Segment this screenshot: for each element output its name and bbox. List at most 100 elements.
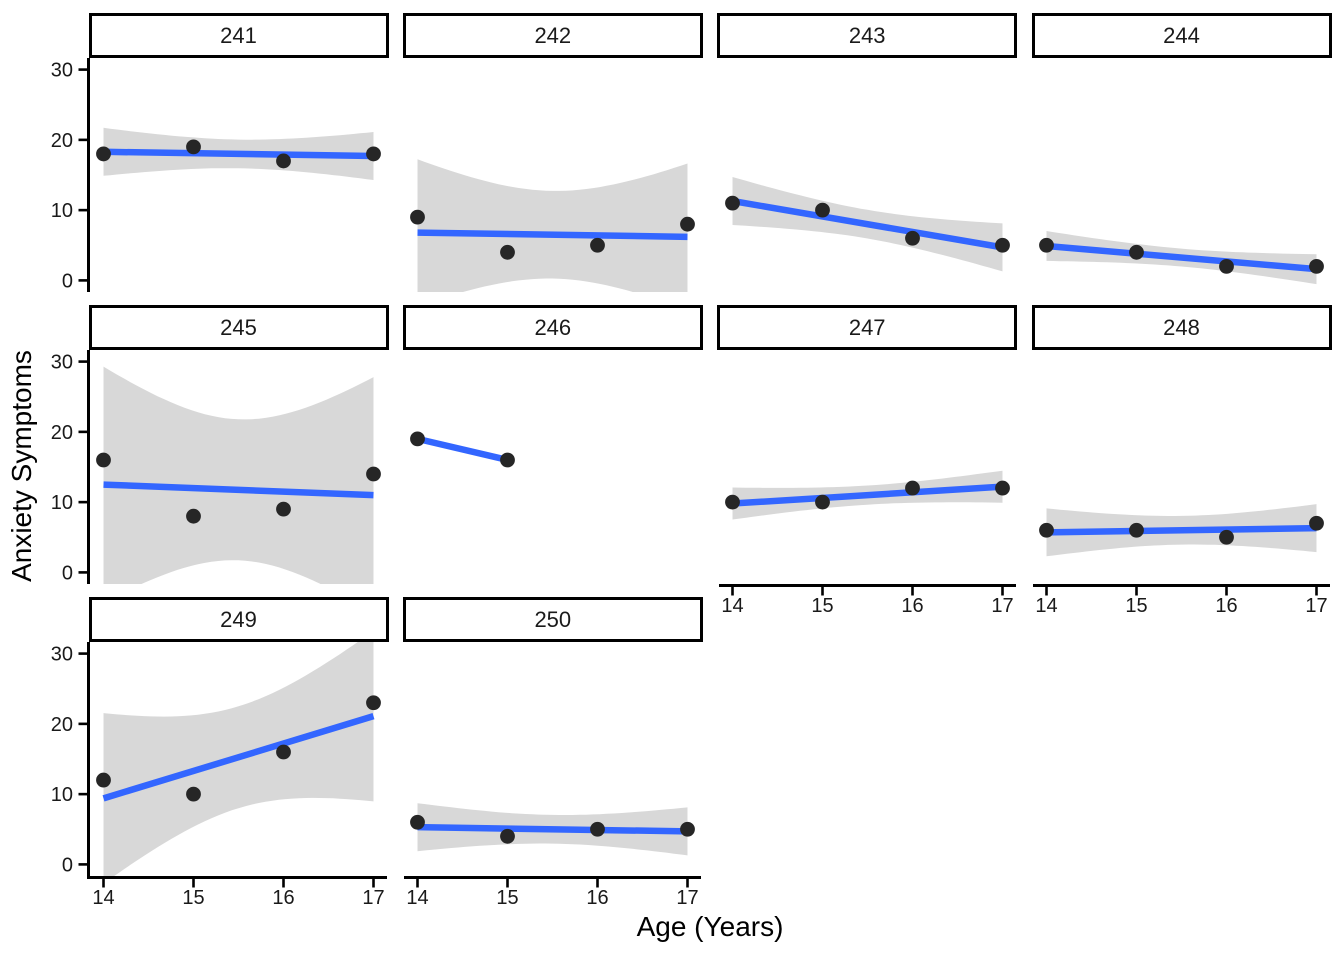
x-tick-label: 14 (1035, 595, 1057, 617)
x-tick-label: 17 (362, 887, 384, 909)
x-tick-label: 17 (677, 887, 699, 909)
data-point (814, 494, 830, 510)
confidence-ribbon (103, 366, 374, 584)
x-tick-label: 16 (901, 595, 923, 617)
facet-plot-area-247: 14 15 16 17 (718, 470, 1016, 617)
regression-line (731, 197, 1003, 251)
facet-strip-label: 250 (402, 597, 703, 642)
data-point (276, 153, 291, 169)
data-point (366, 466, 381, 482)
y-tick-label: 0 (62, 270, 73, 292)
data-point (366, 695, 381, 711)
data-point (1309, 515, 1324, 531)
y-tick-label: 20 (51, 422, 73, 444)
data-point (96, 146, 111, 162)
y-tick-label: 30 (51, 644, 73, 666)
regression-line (102, 713, 375, 802)
x-tick-label: 14 (92, 887, 114, 909)
data-point (410, 431, 426, 447)
x-tick-label: 14 (721, 595, 743, 617)
regression-line (103, 148, 374, 160)
y-tick-label: 0 (62, 854, 73, 876)
data-point (814, 202, 830, 218)
regression-line (103, 481, 374, 499)
facet-plot-area-250: 14 15 16 17 (404, 803, 702, 909)
data-point (186, 508, 201, 524)
data-point (590, 237, 606, 253)
data-point (994, 237, 1010, 253)
data-point (1129, 522, 1144, 538)
x-tick-label: 16 (587, 887, 609, 909)
regression-line (1046, 524, 1317, 536)
facet-plot-area-245: 0 10 20 30 (51, 350, 381, 584)
y-tick-label: 30 (51, 352, 73, 374)
facet-plot-area-249: 0 10 20 30 14 15 16 17 (51, 642, 387, 909)
data-point (276, 501, 291, 517)
data-point (724, 494, 740, 510)
y-tick-label: 30 (51, 60, 73, 82)
data-point (1309, 258, 1324, 274)
facet-plot-area-243 (724, 177, 1010, 272)
x-tick-label: 15 (182, 887, 204, 909)
facet-strip-label: 247 (717, 305, 1018, 350)
y-tick-label: 20 (51, 714, 73, 736)
data-point (1039, 522, 1054, 538)
data-point (500, 452, 516, 468)
facet-plot-area-248: 14 15 16 17 (1033, 504, 1330, 617)
x-tick-label: 16 (272, 887, 294, 909)
data-point (680, 216, 696, 232)
facet-plot-area-241: 0 10 20 30 (51, 58, 381, 292)
data-point (410, 209, 426, 225)
x-tick-label: 14 (407, 887, 429, 909)
y-tick-label: 0 (62, 562, 73, 584)
data-point (904, 230, 920, 246)
facet-strip-label: 249 (88, 597, 389, 642)
x-tick-label: 16 (1215, 595, 1237, 617)
y-tick-label: 10 (51, 492, 73, 514)
data-point (724, 195, 740, 211)
facet-strip-label: 246 (402, 305, 703, 350)
x-tick-label: 15 (1125, 595, 1147, 617)
regression-line (731, 483, 1003, 507)
data-point (410, 814, 426, 830)
data-point (904, 480, 920, 496)
data-point (366, 146, 381, 162)
data-point (186, 786, 201, 802)
data-point (276, 744, 291, 760)
data-point (1219, 258, 1234, 274)
data-point (500, 244, 516, 260)
x-tick-label: 15 (811, 595, 833, 617)
x-tick-label: 17 (991, 595, 1013, 617)
facet-strip-label: 244 (1031, 13, 1332, 58)
facet-plot-area-246 (410, 431, 516, 468)
data-point (96, 452, 111, 468)
y-axis-title: Anxiety Symptoms (6, 350, 37, 582)
facet-strip-label: 241 (88, 13, 389, 58)
regression-line (417, 229, 688, 241)
y-tick-label: 10 (51, 200, 73, 222)
data-point (96, 772, 111, 788)
data-point (500, 828, 516, 844)
facet-plot-area-242 (410, 159, 696, 292)
data-point (1219, 529, 1234, 545)
data-point (186, 139, 201, 155)
data-point (1129, 244, 1144, 260)
regression-line (417, 823, 688, 835)
confidence-ribbon (417, 159, 688, 292)
data-point (994, 480, 1010, 496)
facet-strip-label: 248 (1031, 305, 1332, 350)
data-point (1039, 237, 1054, 253)
regression-line (1046, 242, 1317, 273)
y-tick-label: 10 (51, 784, 73, 806)
facet-strip-label: 243 (717, 13, 1018, 58)
facet-strip-label: 245 (88, 305, 389, 350)
data-point (680, 821, 696, 837)
x-tick-label: 15 (497, 887, 519, 909)
data-point (590, 821, 606, 837)
y-tick-label: 20 (51, 130, 73, 152)
facet-strip-label: 242 (402, 13, 703, 58)
x-axis-title: Age (Years) (636, 911, 784, 942)
facet-plot-area-244 (1039, 231, 1324, 285)
x-tick-label: 17 (1305, 595, 1327, 617)
